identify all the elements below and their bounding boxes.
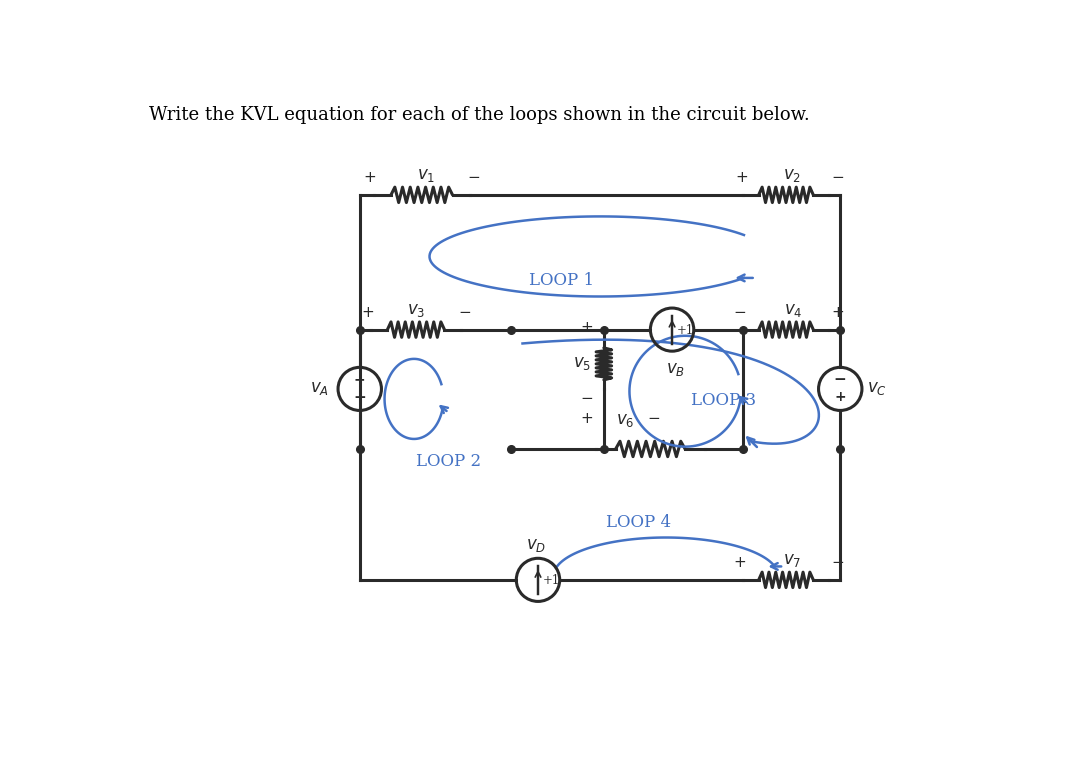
Text: −: − bbox=[648, 412, 661, 426]
Text: +: + bbox=[580, 320, 593, 335]
Text: +: + bbox=[364, 170, 376, 186]
Text: Write the KVL equation for each of the loops shown in the circuit below.: Write the KVL equation for each of the l… bbox=[149, 106, 810, 125]
Text: +: + bbox=[835, 390, 846, 404]
Text: $v_6$: $v_6$ bbox=[617, 412, 635, 429]
Text: +: + bbox=[832, 305, 845, 320]
Text: $v_3$: $v_3$ bbox=[407, 302, 426, 319]
Text: −: − bbox=[468, 170, 480, 186]
Text: $v_D$: $v_D$ bbox=[526, 536, 546, 554]
Text: +: + bbox=[733, 555, 746, 571]
Text: +1: +1 bbox=[677, 324, 694, 337]
Text: $v_A$: $v_A$ bbox=[310, 380, 329, 397]
Text: $v_B$: $v_B$ bbox=[666, 361, 686, 378]
Text: −: − bbox=[832, 555, 845, 571]
Text: $v_5$: $v_5$ bbox=[573, 355, 591, 372]
Text: −: − bbox=[733, 305, 746, 320]
Text: $v_C$: $v_C$ bbox=[867, 380, 888, 397]
Text: −: − bbox=[580, 390, 593, 406]
Text: −: − bbox=[832, 170, 845, 186]
Text: −: − bbox=[353, 390, 366, 405]
Text: $v_2$: $v_2$ bbox=[783, 167, 801, 184]
Text: $v_1$: $v_1$ bbox=[417, 167, 435, 184]
Text: +1: +1 bbox=[543, 575, 561, 588]
Text: −: − bbox=[834, 372, 847, 387]
Text: +: + bbox=[361, 305, 374, 320]
Text: −: − bbox=[458, 305, 471, 320]
Text: LOOP 2: LOOP 2 bbox=[416, 453, 481, 470]
Text: +: + bbox=[354, 373, 365, 387]
Text: $v_7$: $v_7$ bbox=[783, 552, 801, 569]
Text: LOOP 3: LOOP 3 bbox=[691, 392, 757, 409]
Text: +: + bbox=[735, 170, 748, 186]
Text: $v_4$: $v_4$ bbox=[784, 302, 804, 319]
Text: LOOP 4: LOOP 4 bbox=[606, 514, 672, 531]
Text: +: + bbox=[580, 412, 593, 426]
Text: LOOP 1: LOOP 1 bbox=[529, 272, 594, 289]
